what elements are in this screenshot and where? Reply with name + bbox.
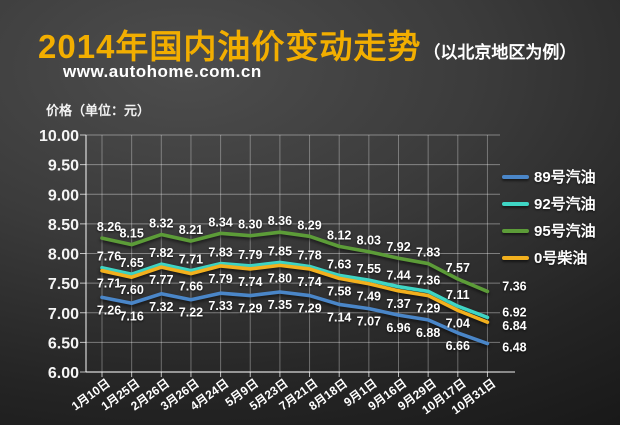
data-label: 8.32	[149, 217, 173, 231]
data-label: 7.37	[386, 297, 410, 311]
y-tick-label: 9.50	[48, 158, 79, 175]
data-label: 7.29	[238, 302, 262, 316]
data-label: 7.57	[446, 261, 470, 275]
data-label: 7.60	[119, 283, 143, 297]
y-tick-label: 7.50	[48, 276, 79, 293]
data-label: 8.21	[179, 223, 203, 237]
y-tick-label: 8.00	[48, 247, 79, 264]
data-label: 7.79	[208, 272, 232, 286]
y-axis-unit-label: 价格（单位：元）	[46, 103, 151, 118]
data-label: 7.44	[386, 269, 410, 283]
y-tick-label: 10.00	[39, 128, 79, 145]
legend-item-89号汽油: 89号汽油	[502, 163, 596, 190]
data-labels: 7.267.16 7.32 7.22 7.33 7.29 7.35 7.29 7.14 7.07…	[97, 214, 527, 354]
data-label: 7.71	[97, 277, 121, 291]
series-line-95号汽油	[100, 230, 490, 294]
data-label: 6.66	[446, 339, 470, 353]
legend-swatch	[502, 201, 529, 206]
legend-item-95号汽油: 95号汽油	[502, 217, 596, 244]
data-label: 7.92	[386, 240, 410, 254]
data-label: 7.32	[149, 300, 173, 314]
data-label: 7.29	[416, 302, 440, 316]
data-label: 7.65	[119, 256, 143, 270]
data-label: 7.74	[297, 275, 321, 289]
data-label: 7.26	[97, 303, 121, 317]
data-label: 7.76	[97, 250, 121, 264]
data-label: 7.14	[327, 310, 351, 324]
data-label: 8.36	[268, 214, 292, 228]
series-line-89号汽油	[100, 290, 490, 346]
data-label: 7.66	[179, 280, 203, 294]
legend-item-92号汽油: 92号汽油	[502, 190, 596, 217]
legend-label: 95号汽油	[534, 223, 596, 240]
site-url: www.autohome.com.cn	[63, 62, 262, 81]
legend-swatch	[502, 255, 529, 260]
data-label: 7.58	[327, 284, 351, 298]
data-label: 6.48	[502, 341, 526, 355]
data-label: 8.26	[97, 220, 121, 234]
y-tick-label: 6.00	[48, 365, 79, 382]
data-label: 7.77	[149, 273, 173, 287]
data-label: 8.30	[238, 218, 262, 232]
data-label: 7.04	[446, 316, 470, 330]
data-label: 7.74	[238, 275, 262, 289]
data-label: 7.16	[119, 309, 143, 323]
data-label: 7.55	[357, 262, 381, 276]
data-label: 8.29	[297, 218, 321, 232]
data-label: 6.88	[416, 326, 440, 340]
page-title-suffix: （以北京地区为例）	[423, 43, 577, 62]
legend-label: 89号汽油	[534, 169, 596, 186]
data-label: 8.34	[208, 215, 232, 229]
legend-swatch	[502, 228, 529, 233]
data-label: 8.15	[119, 227, 143, 241]
series-line-0号柴油	[100, 263, 490, 325]
data-label: 7.07	[357, 315, 381, 329]
gridlines	[86, 134, 500, 373]
data-label: 8.12	[327, 228, 351, 242]
data-label: 7.82	[149, 246, 173, 260]
legend-label: 92号汽油	[534, 196, 596, 213]
x-axis-labels: 1月10日1月25日2月26日3月26日4月24日5月9日5月23日7月21日8…	[69, 376, 498, 417]
data-label: 7.79	[238, 248, 262, 262]
data-label: 7.11	[446, 288, 470, 302]
data-label: 7.83	[416, 246, 440, 260]
data-label: 7.85	[268, 244, 292, 258]
data-label: 7.36	[502, 279, 526, 293]
data-label: 6.92	[502, 305, 526, 319]
data-label: 7.78	[297, 249, 321, 263]
chart-legend: 89号汽油 92号汽油 95号汽油 0号柴油	[502, 163, 596, 271]
data-label: 7.63	[327, 257, 351, 271]
legend-swatch	[502, 174, 529, 179]
y-tick-label: 7.00	[48, 306, 79, 323]
data-label: 7.29	[297, 302, 321, 316]
axes	[80, 134, 515, 377]
page-title-text: 2014年国内油价变动走势	[38, 28, 422, 65]
data-label: 7.71	[179, 253, 203, 267]
legend-label: 0号柴油	[534, 250, 588, 267]
data-label: 8.03	[357, 234, 381, 248]
data-label: 6.84	[502, 319, 526, 333]
data-label: 7.36	[416, 273, 440, 287]
data-label: 6.96	[386, 321, 410, 335]
data-label: 7.83	[208, 246, 232, 260]
y-tick-label: 6.50	[48, 335, 79, 352]
data-label: 7.80	[268, 271, 292, 285]
series-lines	[100, 230, 490, 346]
series-line-92号汽油	[100, 260, 490, 320]
page-title: 2014年国内油价变动走势 （以北京地区为例）	[38, 20, 576, 68]
data-label: 7.33	[208, 299, 232, 313]
legend-item-0号柴油: 0号柴油	[502, 244, 596, 271]
data-label: 7.49	[357, 290, 381, 304]
data-label: 7.22	[179, 306, 203, 320]
data-label: 7.35	[268, 298, 292, 312]
y-tick-label: 8.50	[48, 217, 79, 234]
y-axis-labels: 10.00 9.50 9.00 8.50 8.00 7.50 7.00 6.50 6.00	[39, 128, 79, 382]
y-tick-label: 9.00	[48, 187, 79, 204]
